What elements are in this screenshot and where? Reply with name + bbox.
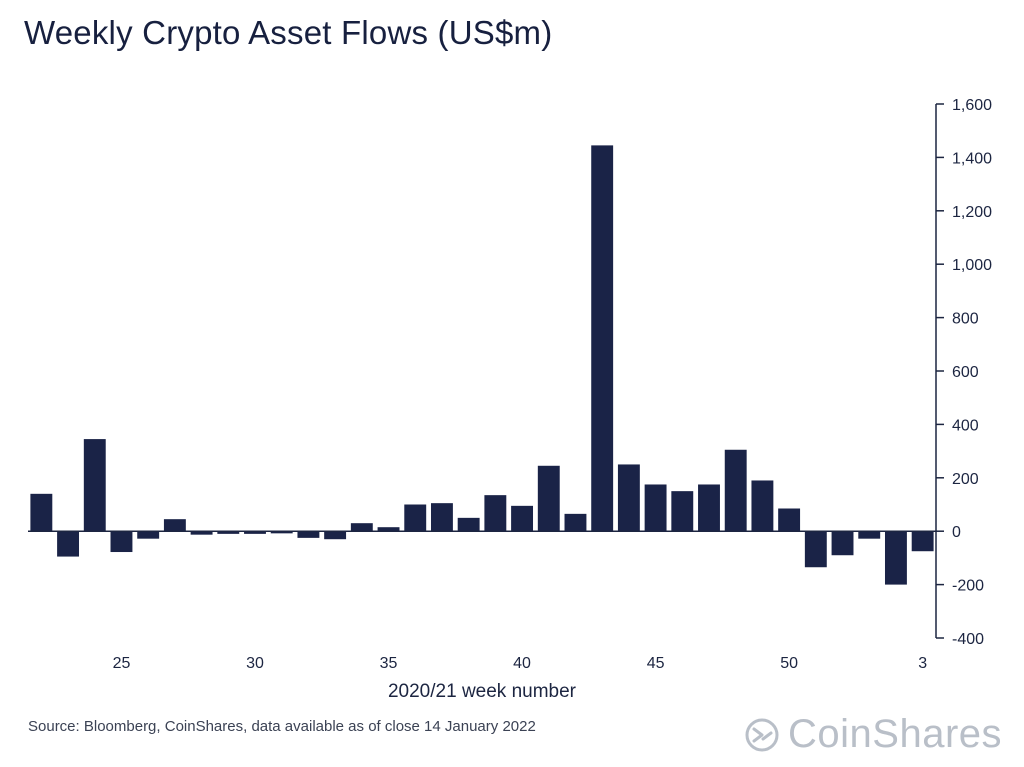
bar: [217, 531, 240, 534]
y-tick-label: 200: [952, 471, 979, 488]
x-axis-title: 2020/21 week number: [388, 681, 577, 702]
bar: [591, 145, 614, 532]
bar: [297, 531, 320, 538]
coinshares-logo-icon: [745, 718, 779, 751]
y-tick-label: 600: [952, 364, 979, 381]
y-tick-label: 0: [952, 524, 961, 541]
bar: [564, 513, 587, 532]
y-tick-label: 1,000: [952, 257, 992, 274]
bar: [537, 465, 560, 532]
y-tick-label: 1,400: [952, 150, 992, 167]
bar: [404, 504, 427, 532]
bar: [698, 484, 720, 532]
y-tick-label: 1,600: [952, 97, 992, 114]
bar: [511, 505, 534, 532]
bar: [110, 531, 133, 553]
bar: [858, 531, 881, 539]
bar: [324, 531, 347, 540]
bar: [724, 449, 747, 532]
coinshares-logo: CoinShares: [744, 712, 1002, 757]
y-tick-label: 400: [952, 417, 979, 434]
x-tick-label: 25: [113, 655, 131, 672]
bars-group: [30, 145, 934, 585]
x-tick-label: 50: [780, 655, 798, 672]
y-tick-label: 1,200: [952, 204, 992, 221]
bar: [911, 531, 934, 552]
chart-title: Weekly Crypto Asset Flows (US$m): [24, 14, 553, 51]
bar: [137, 531, 160, 539]
logo-wordmark: CoinShares: [788, 712, 1003, 756]
bar: [831, 531, 854, 556]
bar: [163, 519, 186, 532]
bar: [617, 464, 640, 532]
x-tick-label: 35: [380, 655, 398, 672]
x-tick-label: 45: [647, 655, 665, 672]
y-tick-label: -200: [952, 578, 984, 595]
bar: [484, 495, 507, 532]
bar: [644, 484, 667, 532]
bar: [430, 503, 453, 532]
bar: [57, 531, 80, 557]
bar: [751, 480, 774, 532]
bar: [457, 517, 480, 532]
bar: [671, 491, 694, 532]
bar: [83, 439, 106, 532]
bar: [804, 531, 827, 568]
bar: [884, 531, 907, 585]
x-tick-label: 30: [246, 655, 264, 672]
bar: [377, 527, 400, 532]
y-axis-ticks: 1,600 1,400 1,200 1,000 800 600 400 200 0 -200 -40…: [936, 97, 992, 648]
bar: [270, 531, 293, 534]
x-axis-ticks: 25 30 35 40 45 50 3: [113, 655, 928, 672]
bar: [244, 531, 266, 534]
bar: [190, 531, 213, 535]
y-tick-label: -400: [952, 631, 984, 648]
x-tick-label: 3: [918, 655, 927, 672]
x-tick-label: 40: [513, 655, 531, 672]
bar: [350, 523, 373, 532]
bar: [778, 508, 801, 532]
y-tick-label: 800: [952, 311, 979, 328]
source-note: Source: Bloomberg, CoinShares, data avai…: [28, 718, 536, 735]
bar: [30, 493, 53, 532]
